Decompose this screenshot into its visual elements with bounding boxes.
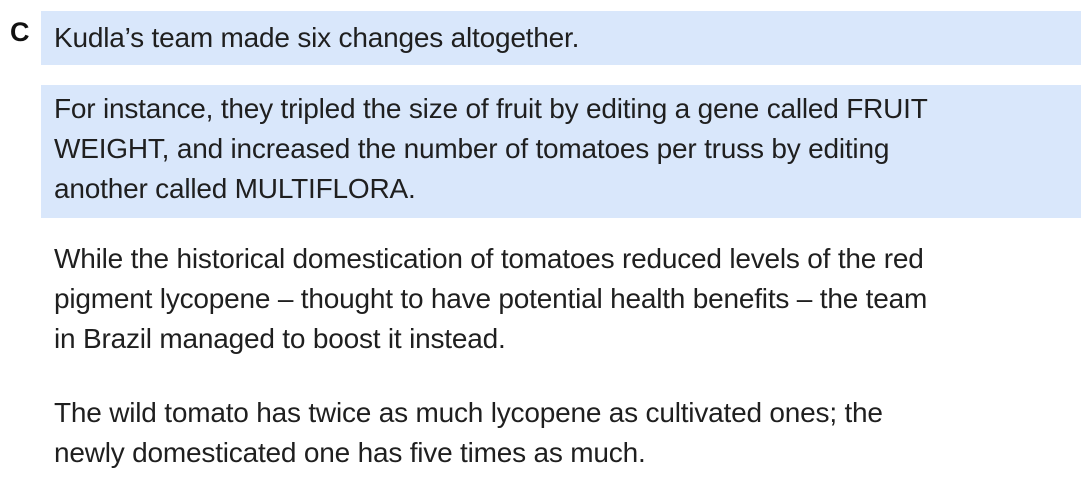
sentence-line: For instance, they tripled the size of f… [54,93,928,124]
paragraph-4: The wild tomato has twice as much lycope… [41,393,1081,473]
section-letter: C [10,17,30,47]
sentence-line: newly domesticated one has five times as… [54,437,646,468]
sentence-line: Kudla’s team made six changes altogether… [54,22,580,53]
sentence-line: another called MULTIFLORA. [54,173,416,204]
highlighted-sentence-2[interactable]: For instance, they tripled the size of f… [41,85,1081,218]
sentence-line: pigment lycopene – thought to have poten… [54,283,928,314]
paragraph-3: While the historical domestication of to… [41,239,1081,359]
sentence-line: in Brazil managed to boost it instead. [54,323,506,354]
highlighted-sentence-1[interactable]: Kudla’s team made six changes altogether… [41,11,1081,65]
sentence-line: The wild tomato has twice as much lycope… [54,397,883,428]
sentence-line: WEIGHT, and increased the number of toma… [54,133,890,164]
sentence-line: While the historical domestication of to… [54,243,924,274]
